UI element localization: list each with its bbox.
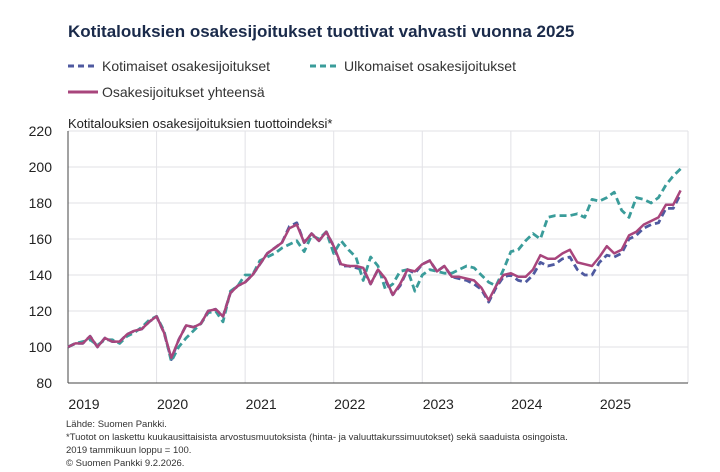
legend-item-foreign: Ulkomaiset osakesijoitukset [310, 58, 516, 74]
y-tick-label: 120 [29, 303, 53, 319]
footnotes: Lähde: Suomen Pankki. *Tuotot on laskett… [66, 418, 568, 470]
y-tick-label: 220 [29, 123, 53, 139]
x-tick-label: 2021 [246, 396, 277, 412]
y-tick-label: 100 [29, 339, 53, 355]
x-tick-label: 2025 [600, 396, 631, 412]
y-tick-label: 180 [29, 195, 53, 211]
y-tick-label: 160 [29, 231, 53, 247]
source-note: Lähde: Suomen Pankki. [66, 419, 167, 430]
y-axis-label: Kotitalouksien osakesijoituksien tuottoi… [68, 116, 333, 131]
chart-title: Kotitalouksien osakesijoitukset tuottiva… [68, 22, 575, 41]
legend-item-domestic: Kotimaiset osakesijoitukset [68, 58, 270, 74]
x-tick-label: 2019 [68, 396, 99, 412]
series-line-total [67, 189, 682, 360]
base-note: 2019 tammikuun loppu = 100. [66, 445, 192, 456]
y-tick-label: 200 [29, 159, 53, 175]
method-note: *Tuotot on laskettu kuukausittaisista ar… [66, 432, 568, 443]
x-tick-label: 2020 [157, 396, 188, 412]
legend-label: Kotimaiset osakesijoitukset [102, 58, 271, 74]
x-tick-label: 2023 [423, 396, 454, 412]
y-tick-label: 80 [36, 375, 52, 391]
legend-label: Ulkomaiset osakesijoitukset [344, 58, 516, 74]
x-tick-label: 2024 [511, 396, 542, 412]
x-tick-label: 2022 [334, 396, 365, 412]
legend-label: Osakesijoitukset yhteensä [102, 84, 265, 100]
y-tick-label: 140 [29, 267, 53, 283]
copyright-note: © Suomen Pankki 9.2.2026. [66, 458, 185, 469]
legend-item-total: Osakesijoitukset yhteensä [68, 84, 265, 100]
